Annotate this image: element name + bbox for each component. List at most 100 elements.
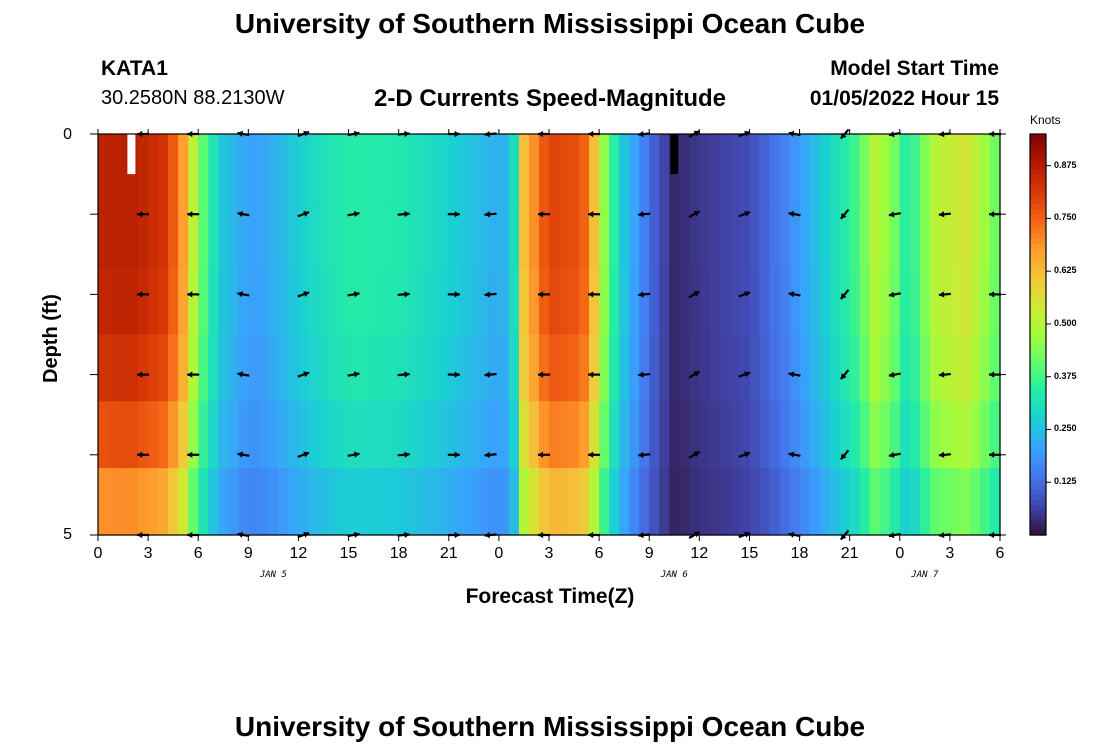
- current-arrow-head: [537, 211, 544, 218]
- heatmap-cell: [619, 134, 630, 202]
- current-arrow-head: [137, 130, 143, 138]
- colorbar-tick-label: 0.125: [1054, 476, 1077, 487]
- x-tick-label: 15: [339, 545, 358, 562]
- colorbar-segment: [1030, 354, 1046, 361]
- heatmap-cell: [118, 134, 129, 202]
- heatmap-cell: [488, 468, 500, 536]
- heatmap-cell: [268, 134, 279, 202]
- heatmap-cell: [969, 401, 981, 469]
- heatmap-cell: [989, 267, 1001, 336]
- heatmap-cell: [498, 334, 510, 402]
- heatmap-cell: [879, 134, 891, 202]
- heatmap-cell: [559, 134, 570, 202]
- heatmap-cell: [278, 200, 290, 269]
- heatmap-cell: [268, 401, 279, 469]
- heatmap-cell: [138, 134, 149, 202]
- heatmap-cell: [238, 401, 249, 469]
- colorbar-segment: [1030, 344, 1046, 351]
- heatmap-cell: [378, 267, 390, 336]
- heatmap-cell: [959, 401, 971, 469]
- colorbar-segment: [1030, 209, 1046, 215]
- colorbar-segment: [1030, 334, 1046, 341]
- heatmap-cell: [358, 468, 370, 536]
- heatmap-cell: [549, 401, 560, 469]
- x-tick-label: 18: [389, 545, 408, 562]
- heatmap-cell: [639, 200, 650, 269]
- current-arrow-head: [638, 211, 644, 218]
- x-tick-label: 0: [93, 545, 103, 562]
- heatmap-cell: [448, 267, 460, 336]
- heatmap-cell: [458, 468, 470, 536]
- heatmap-cell: [889, 334, 901, 402]
- heatmap-cell: [799, 334, 811, 402]
- current-arrow-head: [638, 291, 644, 298]
- heatmap-cell: [669, 334, 680, 402]
- heatmap-cell: [358, 200, 370, 269]
- heatmap-cell: [318, 468, 330, 536]
- colorbar-segment: [1030, 364, 1046, 371]
- heatmap-cell: [809, 468, 821, 536]
- heatmap-cell: [338, 401, 350, 469]
- heatmap-cell: [789, 267, 801, 336]
- current-arrow-head: [938, 130, 945, 138]
- heatmap-cell: [358, 401, 370, 469]
- current-arrow-head: [187, 291, 193, 298]
- heatmap-cell: [518, 267, 530, 336]
- heatmap-cell: [468, 468, 480, 536]
- heatmap-cell: [679, 267, 690, 336]
- heatmap-cell: [859, 267, 871, 336]
- heatmap-cell: [518, 401, 530, 469]
- data-marker: [127, 134, 136, 175]
- heatmap-cell: [609, 267, 620, 336]
- current-arrow-head: [237, 210, 243, 218]
- heatmap-cell: [528, 134, 540, 202]
- heatmap-cell: [448, 468, 460, 536]
- current-arrow-head: [237, 451, 243, 458]
- heatmap-cell: [418, 134, 430, 202]
- heatmap-cell: [328, 468, 340, 536]
- heatmap-cell: [859, 468, 871, 536]
- heatmap-cell: [699, 401, 710, 469]
- colorbar-segment: [1030, 439, 1046, 446]
- heatmap-cell: [939, 267, 951, 336]
- heatmap-cell: [899, 334, 911, 402]
- heatmap-cell: [609, 334, 620, 402]
- heatmap-cell: [438, 334, 450, 402]
- heatmap-cell: [729, 200, 741, 269]
- heatmap-cell: [779, 134, 791, 202]
- heatmap-cell: [879, 468, 891, 536]
- heatmap-cell: [929, 334, 941, 402]
- current-arrow-head: [840, 453, 847, 460]
- colorbar-segment: [1030, 319, 1046, 326]
- heatmap-cell: [108, 267, 119, 336]
- heatmap-cell: [418, 401, 430, 469]
- colorbar-segment: [1030, 524, 1046, 531]
- colorbar-segment: [1030, 304, 1046, 311]
- current-arrow-head: [537, 531, 544, 539]
- heatmap-cell: [809, 200, 821, 269]
- heatmap-cell: [709, 468, 720, 536]
- current-arrow-head: [454, 371, 460, 378]
- current-arrow-head: [237, 531, 243, 538]
- heatmap-cell: [498, 401, 510, 469]
- heatmap-cell: [98, 134, 109, 202]
- heatmap-cell: [388, 468, 400, 536]
- heatmap-cell: [398, 200, 410, 269]
- heatmap-cell: [669, 468, 680, 536]
- heatmap-cell: [649, 468, 660, 536]
- heatmap-cell: [458, 267, 470, 336]
- colorbar-segment: [1030, 164, 1046, 170]
- heatmap-cell: [899, 401, 911, 469]
- heatmap-cell: [859, 401, 871, 469]
- heatmap-cell: [108, 401, 119, 469]
- heatmap-cell: [508, 134, 520, 202]
- heatmap-cell: [528, 401, 540, 469]
- heatmap-cell: [388, 334, 400, 402]
- heatmap-cell: [538, 200, 550, 269]
- heatmap-cell: [729, 401, 741, 469]
- heatmap-cell: [98, 200, 109, 269]
- heatmap-cell: [939, 334, 951, 402]
- colorbar-segment: [1030, 234, 1046, 240]
- heatmap-cell: [769, 334, 781, 402]
- heatmap-cell: [779, 401, 791, 469]
